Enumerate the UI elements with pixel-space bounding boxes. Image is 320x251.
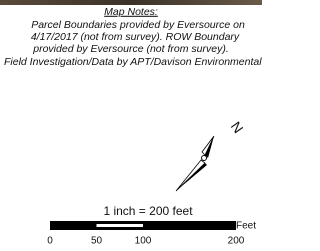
note-line: Field Investigation/Data by APT/Davison …: [4, 56, 262, 68]
map-legend: Map Notes: Parcel Boundaries provided by…: [0, 0, 262, 251]
note-line: Parcel Boundaries provided by Eversource…: [31, 19, 245, 31]
north-label: N: [228, 119, 247, 136]
arrow-pivot: [202, 156, 207, 161]
arrow-tail: [176, 163, 207, 191]
scale-tick-label: 200: [228, 236, 245, 247]
arrow-tail: [176, 160, 205, 191]
scale-bar-gap: [97, 224, 144, 227]
top-strip: [0, 0, 262, 5]
scale-tick-label: 100: [135, 236, 152, 247]
north-arrow: N: [176, 119, 247, 191]
scale-tick-label: 0: [47, 236, 53, 247]
note-line: provided by Eversource (not from survey)…: [32, 43, 229, 55]
note-line: 4/17/2017 (not from survey). ROW Boundar…: [31, 31, 240, 43]
notes-heading: Map Notes:: [104, 6, 158, 18]
scale-bar: Feet: [50, 221, 256, 232]
scale-unit: Feet: [236, 221, 256, 232]
scale-caption: 1 inch = 200 feet: [103, 204, 193, 218]
scale-tick-label: 50: [91, 236, 103, 247]
